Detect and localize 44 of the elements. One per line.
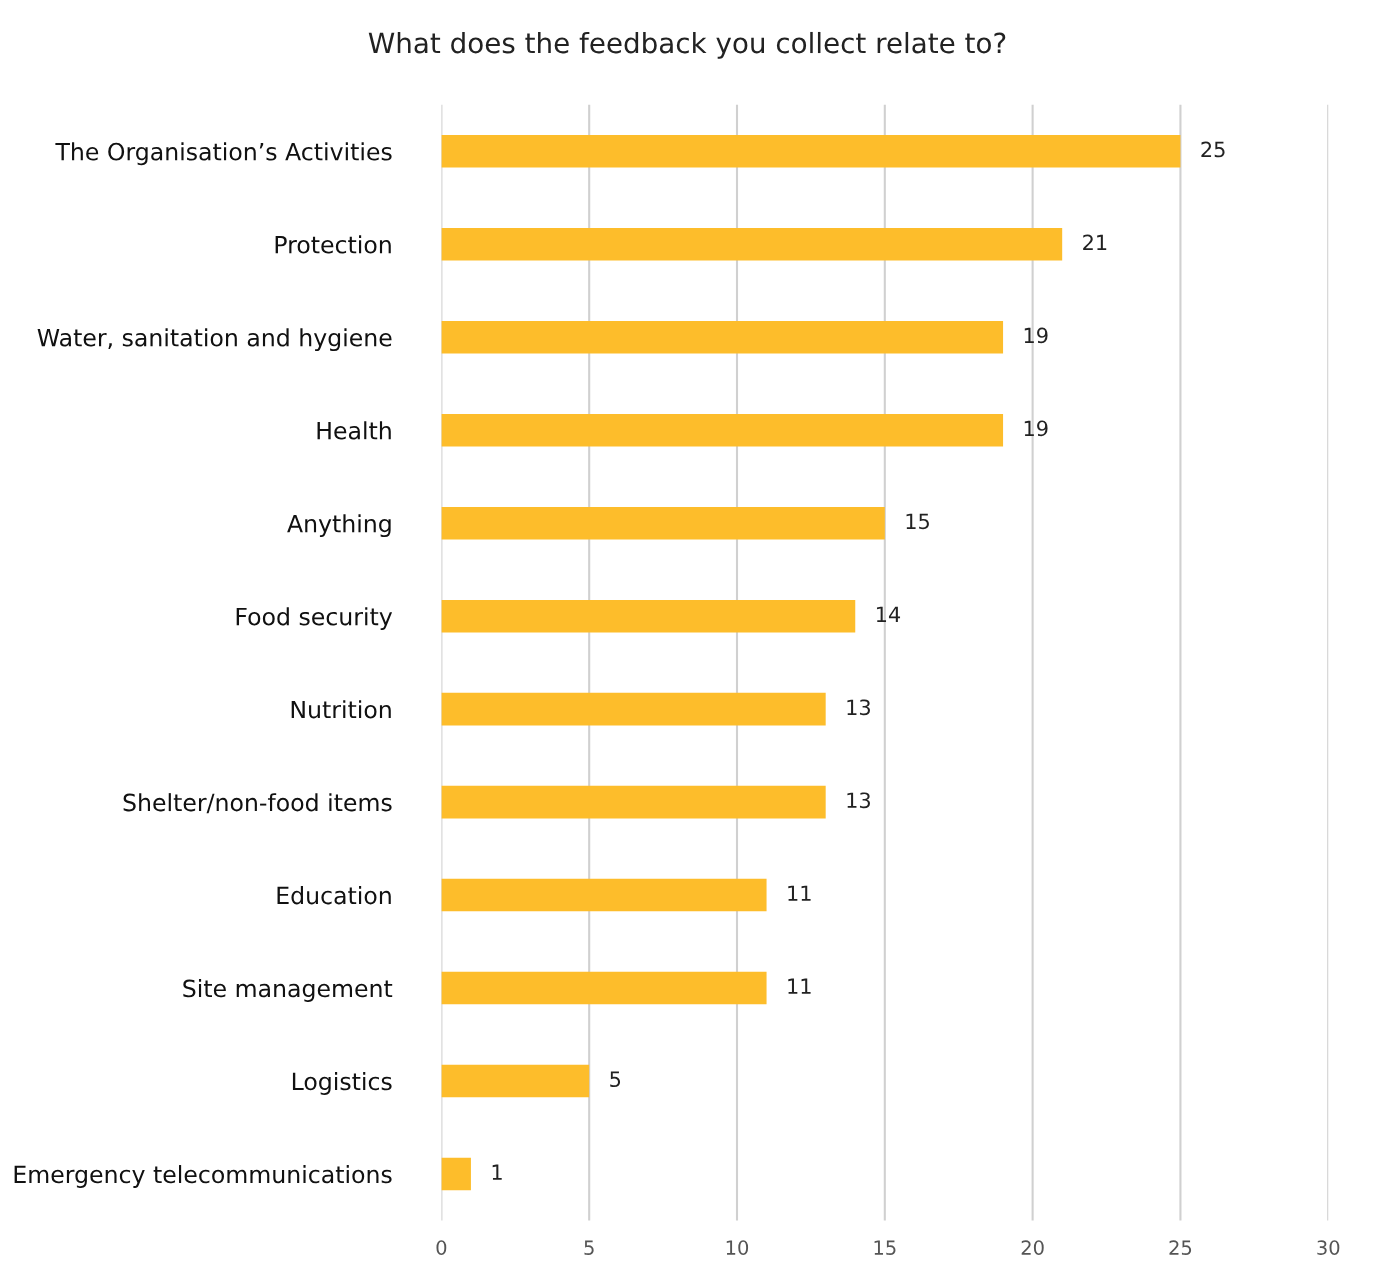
y-tick-label: Logistics	[292, 1072, 392, 1095]
y-tick-label: Health	[317, 421, 391, 440]
x-tick-label: 25	[1169, 1240, 1192, 1255]
bar	[441, 320, 1004, 354]
x-tick-label: 10	[726, 1240, 749, 1255]
x-tick-label: 30	[1317, 1240, 1340, 1255]
y-tick-label: Water, sanitation and hygiene	[37, 328, 392, 352]
data-label: 14	[876, 606, 901, 622]
y-tick-label: Nutrition	[291, 700, 391, 719]
bar	[441, 692, 826, 726]
x-tick-label: 15	[874, 1240, 896, 1255]
data-label: 21	[1083, 234, 1107, 251]
y-tick-label: Protection	[275, 235, 391, 254]
y-tick-label: Anything	[287, 514, 391, 538]
y-tick-label: Shelter/non-food items	[123, 793, 392, 814]
x-tick-label: 5	[584, 1240, 594, 1255]
y-tick-label: Site management	[183, 979, 393, 1002]
bar	[441, 506, 885, 540]
bar	[441, 599, 856, 633]
data-label: 5	[610, 1071, 621, 1088]
chart-title: What does the feedback you collect relate to?	[368, 31, 1006, 59]
bar	[441, 878, 767, 912]
y-tick-label: The Organisation’s Activities	[55, 142, 392, 166]
data-label: 1	[492, 1164, 502, 1180]
bar	[441, 971, 767, 1005]
data-label: 13	[847, 699, 870, 716]
data-label: 19	[1024, 420, 1048, 437]
x-tick-label: 0	[436, 1240, 447, 1255]
data-label: 11	[788, 978, 811, 994]
bar	[441, 1157, 471, 1191]
data-label: 11	[788, 885, 811, 901]
y-tick-label: Education	[277, 886, 391, 905]
data-label: 15	[906, 513, 929, 530]
bar	[441, 135, 1181, 168]
data-label: 19	[1024, 327, 1048, 344]
x-tick-label: 20	[1021, 1240, 1044, 1255]
bar	[441, 1064, 590, 1098]
bar	[441, 227, 1063, 261]
data-label: 25	[1201, 141, 1225, 158]
data-label: 13	[847, 792, 870, 809]
y-tick-label: Emergency telecommunications	[14, 1165, 392, 1188]
y-tick-label: Food security	[236, 607, 393, 631]
bar	[441, 785, 826, 819]
bar	[441, 413, 1004, 447]
